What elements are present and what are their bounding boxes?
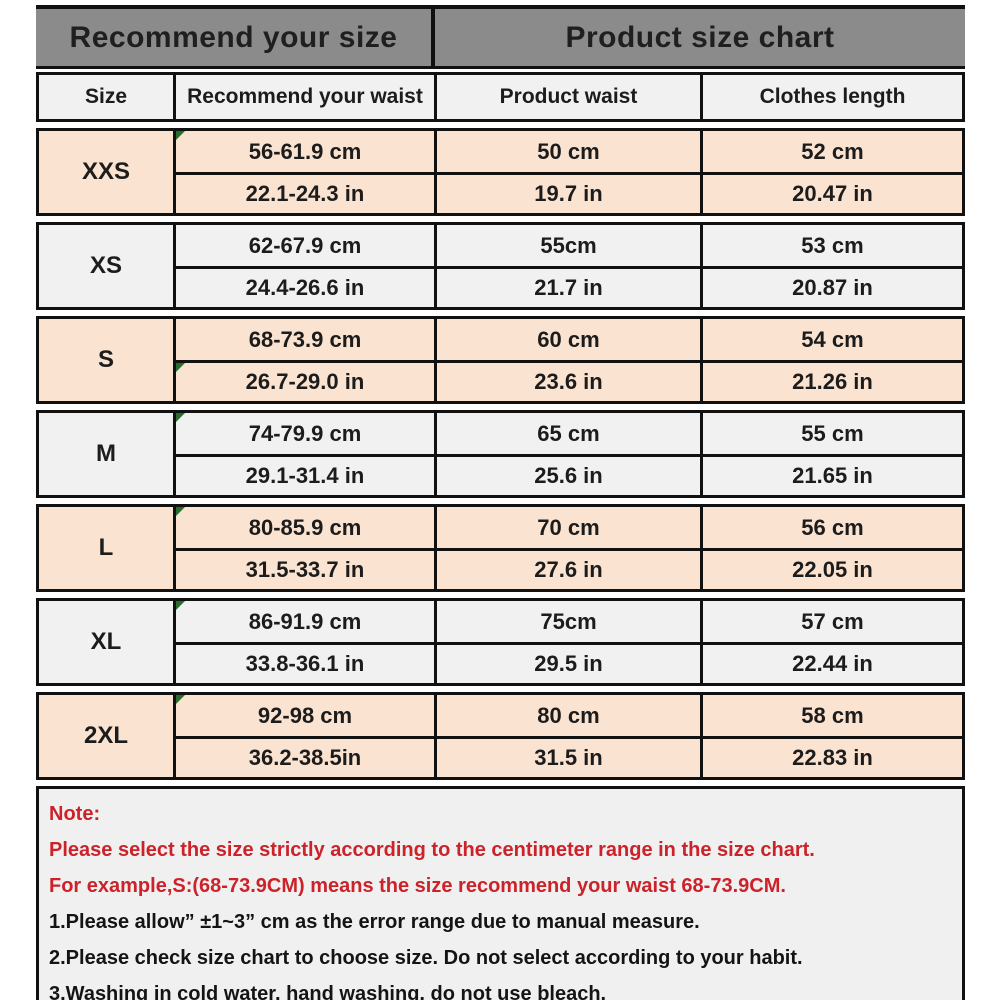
cell-in-0: 31.5-33.7 in — [173, 548, 434, 589]
size-block-xl: XL 86-91.9 cm 75cm 57 cm 33.8-36.1 in 29.5 in… — [36, 598, 965, 686]
column-header-size: Size — [84, 85, 128, 108]
size-label: XL — [90, 628, 122, 655]
cell-in-0: 29.1-31.4 in — [173, 454, 434, 495]
cell-in-0: 36.2-38.5in — [173, 736, 434, 777]
banner-recommend-your-size: Recommend your size — [36, 9, 435, 66]
cell-in-2: 20.47 in — [700, 172, 962, 213]
cell-cm-0: 56-61.9 cm — [173, 131, 434, 172]
size-label: M — [96, 440, 116, 467]
cell-cm-2: 56 cm — [700, 507, 962, 548]
cell-in-2: 22.83 in — [700, 736, 962, 777]
cell-in-2: 21.65 in — [700, 454, 962, 495]
note-line-5: 3.Washing in cold water, hand washing, d… — [49, 983, 607, 1000]
cell-cm-1: 70 cm — [434, 507, 700, 548]
size-block-xs: XS 62-67.9 cm 55cm 53 cm 24.4-26.6 in 21.7 in… — [36, 222, 965, 310]
cell-cm-2: 52 cm — [700, 131, 962, 172]
size-label: S — [97, 346, 114, 373]
cell-cm-2: 57 cm — [700, 601, 962, 642]
cell-in-0: 24.4-26.6 in — [173, 266, 434, 307]
cell-cm-2: 58 cm — [700, 695, 962, 736]
column-header-clothes-length: Clothes length — [700, 75, 962, 119]
cell-in-2: 21.26 in — [700, 360, 962, 401]
cell-cm-2: 53 cm — [700, 225, 962, 266]
cell-in-1: 27.6 in — [434, 548, 700, 589]
cell-cm-0: 68-73.9 cm — [173, 319, 434, 360]
banner-product-size-chart: Product size chart — [565, 20, 835, 54]
cell-cm-0: 86-91.9 cm — [173, 601, 434, 642]
cell-in-1: 25.6 in — [434, 454, 700, 495]
cell-in-2: 22.44 in — [700, 642, 962, 683]
note-line-1: Please select the size strictly accordin… — [49, 839, 815, 861]
cell-in-2: 22.05 in — [700, 548, 962, 589]
cell-cm-1: 60 cm — [434, 319, 700, 360]
cell-cm-0: 74-79.9 cm — [173, 413, 434, 454]
cell-in-1: 31.5 in — [434, 736, 700, 777]
cell-in-2: 20.87 in — [700, 266, 962, 307]
size-block-l: L 80-85.9 cm 70 cm 56 cm 31.5-33.7 in 27.6 in… — [36, 504, 965, 592]
note-line-0: Note: — [49, 803, 101, 825]
cell-in-1: 19.7 in — [434, 172, 700, 213]
note-line-3: 1.Please allow” ±1~3” cm as the error ra… — [49, 911, 700, 933]
cell-cm-1: 80 cm — [434, 695, 700, 736]
size-block-2xl: 2XL 92-98 cm 80 cm 58 cm 36.2-38.5in 31.5 in 2… — [36, 692, 965, 780]
size-block-s: S 68-73.9 cm 60 cm 54 cm 26.7-29.0 in 23.6 in… — [36, 316, 965, 404]
cell-cm-0: 80-85.9 cm — [173, 507, 434, 548]
size-block-m: M 74-79.9 cm 65 cm 55 cm 29.1-31.4 in 25.6 in… — [36, 410, 965, 498]
table-header-banner: Recommend your size Product size chart — [36, 5, 965, 69]
column-header-product-waist: Product waist — [434, 75, 700, 119]
cell-cm-2: 55 cm — [700, 413, 962, 454]
cell-cm-0: 92-98 cm — [173, 695, 434, 736]
cell-in-1: 23.6 in — [434, 360, 700, 401]
note-box: Note: Please select the size strictly acc… — [36, 786, 965, 1000]
column-header-recommend-waist: Recommend your waist — [173, 75, 434, 119]
size-label: 2XL — [83, 722, 128, 749]
size-label: L — [98, 534, 114, 561]
cell-in-0: 26.7-29.0 in — [173, 360, 434, 401]
size-rows-container: XXS 56-61.9 cm 50 cm 52 cm 22.1-24.3 in 19.7 … — [36, 128, 965, 780]
cell-in-0: 33.8-36.1 in — [173, 642, 434, 683]
column-header-row: Size Recommend your waist Product waist … — [36, 72, 965, 122]
note-line-2: For example,S:(68-73.9CM) means the size… — [49, 875, 786, 897]
size-block-xxs: XXS 56-61.9 cm 50 cm 52 cm 22.1-24.3 in 19.7 … — [36, 128, 965, 216]
size-label: XXS — [81, 158, 131, 185]
cell-in-0: 22.1-24.3 in — [173, 172, 434, 213]
cell-in-1: 29.5 in — [434, 642, 700, 683]
cell-cm-1: 55cm — [434, 225, 700, 266]
cell-cm-0: 62-67.9 cm — [173, 225, 434, 266]
cell-cm-1: 50 cm — [434, 131, 700, 172]
cell-cm-2: 54 cm — [700, 319, 962, 360]
cell-in-1: 21.7 in — [434, 266, 700, 307]
note-line-4: 2.Please check size chart to choose size… — [49, 947, 803, 969]
size-chart-page: Recommend your size Product size chart S… — [36, 5, 965, 1000]
cell-cm-1: 75cm — [434, 601, 700, 642]
size-label: XS — [89, 252, 122, 279]
cell-cm-1: 65 cm — [434, 413, 700, 454]
